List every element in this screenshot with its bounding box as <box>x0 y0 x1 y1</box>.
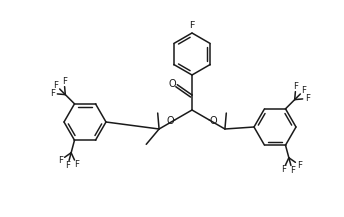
Text: F: F <box>65 161 70 170</box>
Text: F: F <box>62 77 67 86</box>
Text: F: F <box>297 161 302 170</box>
Text: F: F <box>301 86 307 95</box>
Text: F: F <box>50 89 55 98</box>
Text: O: O <box>169 79 176 89</box>
Text: O: O <box>209 116 217 126</box>
Text: F: F <box>305 94 310 103</box>
Text: F: F <box>58 156 63 165</box>
Text: F: F <box>281 165 286 174</box>
Text: F: F <box>54 81 58 90</box>
Text: F: F <box>74 160 79 169</box>
Text: F: F <box>290 166 295 175</box>
Text: F: F <box>189 21 195 31</box>
Text: O: O <box>167 116 174 126</box>
Text: F: F <box>293 82 298 91</box>
